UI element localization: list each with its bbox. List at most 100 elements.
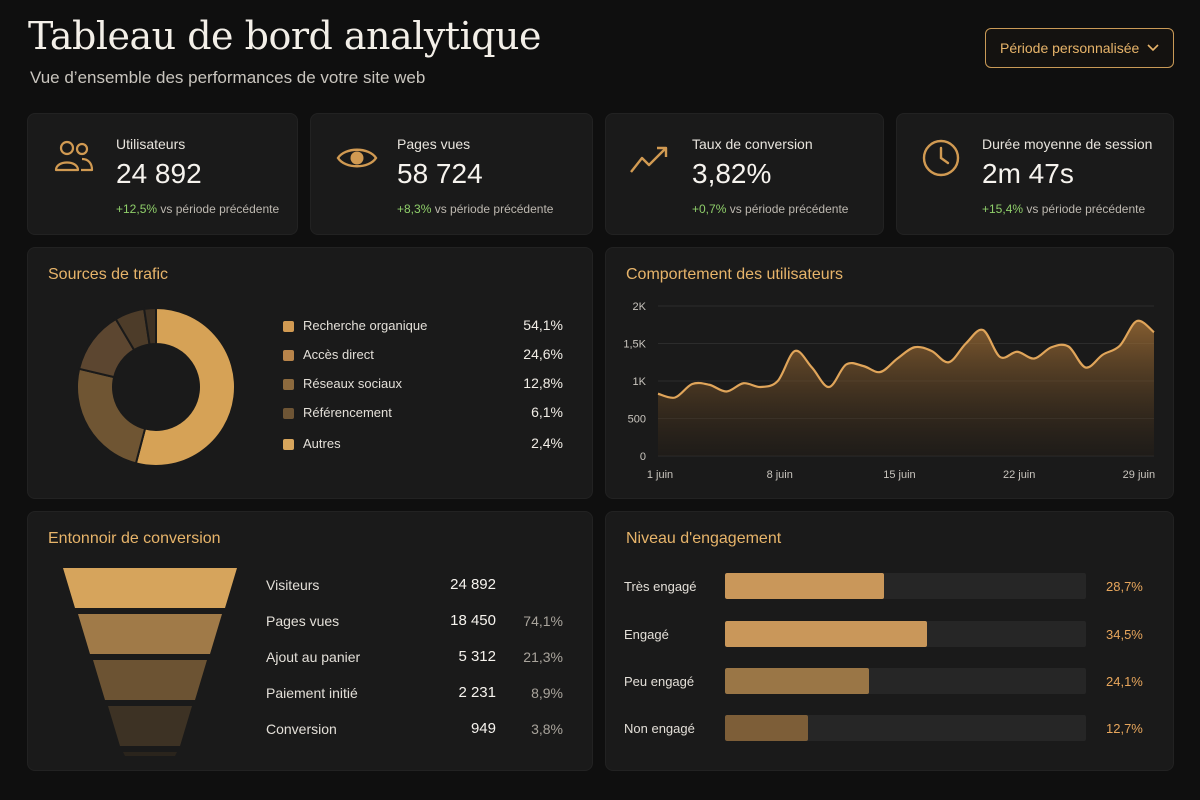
kpi-delta-suffix: vs période précédente [1026, 202, 1146, 216]
eye-icon [336, 148, 378, 168]
legend-swatch [283, 321, 294, 332]
legend-label: Accès direct [303, 347, 374, 362]
kpi-delta-suffix: vs période précédente [160, 202, 280, 216]
funnel-step-label: Conversion [266, 721, 337, 737]
kpi-delta: +0,7% vs période précédente [692, 202, 848, 216]
funnel-step-label: Paiement initié [266, 685, 358, 701]
section-title: Sources de trafic [48, 266, 169, 283]
users-icon [54, 140, 94, 172]
legend-label: Recherche organique [303, 318, 428, 333]
engagement-label: Engagé [624, 627, 669, 642]
funnel-stage-2 [78, 614, 222, 654]
area-line [657, 319, 1155, 399]
funnel-step-pct: 8,9% [531, 685, 563, 701]
x-tick-label: 1 juin [647, 469, 673, 481]
area-fill [658, 320, 1154, 456]
kpi-label: Utilisateurs [116, 136, 186, 152]
x-tick-label: 29 juin [1123, 469, 1155, 481]
engagement-bar-track [725, 573, 1086, 599]
engagement-level-card: Niveau d'engagement Très engagé 28,7% En… [605, 511, 1174, 771]
y-tick-label: 500 [628, 414, 646, 426]
kpi-delta: +15,4% vs période précédente [982, 202, 1145, 216]
traffic-donut-chart [76, 306, 236, 467]
trend-up-icon [630, 146, 668, 173]
traffic-sources-card: Sources de trafic Recherche organique 54… [27, 247, 593, 499]
chevron-down-icon [1147, 44, 1159, 52]
user-behavior-area-chart: 0 500 1K 1,5K 2K 1 juin 8 juin 15 juin 22 juin 29… [623, 301, 1155, 481]
legend-item: Recherche organique 54,1% [283, 317, 563, 337]
legend-value: 12,8% [523, 375, 563, 391]
funnel-step-count: 18 450 [450, 612, 496, 629]
funnel-stage-4 [108, 706, 192, 746]
funnel-stage-5 [123, 752, 177, 756]
kpi-value: 24 892 [116, 158, 202, 189]
section-title: Comportement des utilisateurs [626, 266, 843, 283]
funnel-step-pct: 3,8% [531, 721, 563, 737]
y-tick-label: 2K [633, 301, 647, 313]
funnel-stage-3 [93, 660, 207, 700]
legend-item: Autres 2,4% [283, 435, 563, 455]
section-title: Niveau d'engagement [626, 530, 782, 547]
kpi-label: Taux de conversion [692, 136, 813, 152]
legend-item: Référencement 6,1% [283, 404, 563, 424]
legend-value: 54,1% [523, 317, 563, 333]
engagement-bar-track [725, 668, 1086, 694]
kpi-delta: +8,3% vs période précédente [397, 202, 553, 216]
legend-swatch [283, 408, 294, 419]
y-tick-label: 0 [640, 451, 646, 463]
kpi-delta-suffix: vs période précédente [729, 202, 849, 216]
kpi-label: Pages vues [397, 136, 471, 152]
engagement-bar-fill [725, 715, 809, 741]
legend-label: Réseaux sociaux [303, 376, 402, 391]
period-dropdown[interactable]: Période personnalisée [985, 28, 1174, 68]
section-title: Entonnoir de conversion [48, 530, 221, 547]
clock-icon [922, 139, 960, 177]
funnel-step-count: 2 231 [458, 684, 496, 701]
engagement-pct: 12,7% [1106, 721, 1143, 736]
engagement-bar-fill [725, 573, 884, 599]
conversion-funnel-card: Entonnoir de conversion Visiteurs 24 892… [27, 511, 593, 771]
kpi-delta-value: +8,3% [397, 202, 432, 216]
engagement-bar-track [725, 621, 1086, 647]
kpi-card-users: Utilisateurs 24 892 +12,5% vs période pr… [27, 113, 298, 235]
engagement-label: Peu engagé [624, 674, 695, 689]
kpi-value: 2m 47s [982, 158, 1074, 189]
funnel-step-label: Visiteurs [266, 577, 320, 593]
user-behavior-card: Comportement des utilisateurs 0 500 1K 1,5K… [605, 247, 1174, 499]
kpi-delta: +12,5% vs période précédente [116, 202, 279, 216]
funnel-step-pct: 74,1% [523, 613, 563, 629]
engagement-label: Non engagé [624, 721, 695, 736]
funnel-step-label: Pages vues [266, 613, 340, 629]
funnel-chart [63, 568, 237, 756]
legend-swatch [283, 439, 294, 450]
legend-value: 6,1% [531, 404, 563, 420]
kpi-value: 58 724 [397, 158, 483, 189]
legend-swatch [283, 350, 294, 361]
kpi-card-pageviews: Pages vues 58 724 +8,3% vs période précé… [310, 113, 593, 235]
page-title: Tableau de bord analytique [28, 14, 542, 58]
donut-slice [134, 306, 236, 467]
kpi-delta-value: +12,5% [116, 202, 158, 216]
legend-label: Référencement [303, 405, 392, 420]
engagement-pct: 28,7% [1106, 579, 1143, 594]
engagement-label: Très engagé [624, 579, 697, 594]
legend-value: 2,4% [531, 435, 563, 451]
kpi-delta-suffix: vs période précédente [434, 202, 554, 216]
kpi-delta-value: +15,4% [982, 202, 1024, 216]
engagement-bar-fill [725, 621, 928, 647]
period-label: Période personnalisée [1000, 40, 1140, 56]
legend-swatch [283, 379, 294, 390]
y-tick-label: 1K [633, 376, 647, 388]
kpi-label: Durée moyenne de session [982, 136, 1153, 152]
page-subtitle: Vue d’ensemble des performances de votre… [30, 68, 426, 87]
donut-slice [76, 367, 147, 465]
funnel-step-pct: 21,3% [523, 649, 563, 665]
x-tick-label: 15 juin [883, 469, 915, 481]
y-tick-label: 1,5K [623, 339, 646, 351]
donut-slice [142, 306, 157, 346]
engagement-bar-track [725, 715, 1086, 741]
legend-label: Autres [303, 436, 341, 451]
funnel-step-count: 5 312 [458, 648, 496, 665]
engagement-bar-fill [725, 668, 870, 694]
funnel-step-count: 24 892 [450, 576, 496, 593]
